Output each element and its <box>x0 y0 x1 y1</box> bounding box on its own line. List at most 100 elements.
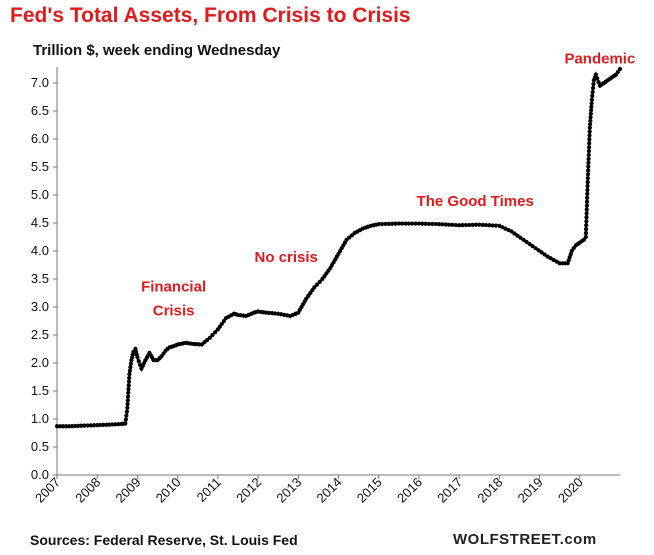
y-tick-label: 0.5 <box>31 439 49 454</box>
data-point-marker <box>588 118 593 123</box>
annotation-label: Pandemic <box>564 50 635 67</box>
y-tick-label: 2.5 <box>31 327 49 342</box>
data-point-marker <box>533 246 538 251</box>
data-point-marker <box>446 222 452 227</box>
data-point-marker <box>126 387 131 392</box>
y-tick-label: 6.5 <box>31 103 49 118</box>
data-point-marker <box>542 252 547 257</box>
data-point-marker <box>586 152 591 158</box>
data-point-marker <box>126 379 132 384</box>
data-point-marker <box>403 221 408 226</box>
data-point-marker <box>585 191 590 196</box>
x-tick-label: 2013 <box>273 475 304 506</box>
data-point-marker <box>410 221 415 226</box>
data-point-marker <box>584 215 589 220</box>
y-tick-label: 5.5 <box>31 159 49 174</box>
data-point-marker <box>72 423 78 429</box>
data-point-marker <box>82 423 87 428</box>
data-point-marker <box>584 219 589 224</box>
axis-ticks: 0.0 0.5 1.0 1.5 2.0 2.5 3.0 3.5 4.0 4.5 5.0 5.5 6.0 6… <box>31 75 586 506</box>
data-point-marker <box>587 129 592 134</box>
data-point-marker <box>585 176 590 181</box>
data-point-marker <box>515 233 520 238</box>
data-point-marker <box>123 417 128 422</box>
data-point-marker <box>110 422 115 427</box>
data-point-marker <box>54 424 60 429</box>
x-tick-label: 2014 <box>314 475 345 506</box>
data-point-marker <box>98 422 103 428</box>
data-point-marker <box>586 148 592 154</box>
x-tick-label: 2018 <box>474 475 505 506</box>
data-point-marker <box>586 164 591 169</box>
source-note: Sources: Federal Reserve, St. Louis Fed <box>30 532 298 548</box>
data-point-marker <box>76 423 81 428</box>
data-point-marker <box>125 398 130 403</box>
data-point-marker <box>60 424 66 429</box>
data-point-marker <box>480 222 485 227</box>
y-tick-label: 3.0 <box>31 299 49 314</box>
x-tick-label: 2019 <box>515 475 546 506</box>
data-point-marker <box>584 211 589 216</box>
data-point-marker <box>66 424 72 429</box>
data-point-marker <box>95 423 100 428</box>
data-point-marker <box>400 221 405 226</box>
data-point-marker <box>376 222 381 227</box>
data-point-marker <box>113 422 118 427</box>
data-point-marker <box>85 423 90 428</box>
data-point-marker <box>383 221 388 227</box>
y-tick-label: 3.5 <box>31 271 49 286</box>
chart-title: Fed's Total Assets, From Crisis to Crisi… <box>10 4 411 27</box>
data-point-marker <box>124 413 129 418</box>
data-point-marker <box>587 137 592 142</box>
watermark: WOLFSTREET.com <box>453 531 597 548</box>
data-point-marker <box>136 359 141 364</box>
data-point-marker <box>586 156 591 161</box>
data-point-marker <box>470 222 475 227</box>
y-tick-label: 0.0 <box>31 467 49 482</box>
data-point-marker <box>591 82 596 87</box>
data-point-marker <box>585 180 590 185</box>
y-tick-label: 7.0 <box>31 75 49 90</box>
data-point-marker <box>596 79 601 85</box>
x-tick-label: 2017 <box>434 475 465 506</box>
data-point-marker <box>585 187 590 193</box>
data-point-marker <box>125 394 131 399</box>
data-point-marker <box>583 230 589 236</box>
data-point-marker <box>127 368 132 373</box>
data-point-marker <box>593 72 598 77</box>
data-point-marker <box>585 195 590 200</box>
data-point-marker <box>509 229 514 234</box>
y-tick-label: 1.0 <box>31 411 49 426</box>
data-point-marker <box>527 241 532 247</box>
data-point-marker <box>433 221 438 227</box>
data-point-marker <box>589 104 594 109</box>
data-point-marker <box>473 222 478 227</box>
data-point-marker <box>413 221 418 226</box>
data-point-marker <box>467 222 472 228</box>
data-point-marker <box>512 231 517 236</box>
data-point-marker <box>487 223 492 228</box>
data-point-marker <box>589 97 594 102</box>
data-point-marker <box>587 141 592 146</box>
data-point-marker <box>590 85 596 91</box>
data-point-marker <box>127 375 132 381</box>
data-point-marker <box>588 111 593 116</box>
data-point-marker <box>126 390 131 395</box>
data-point-marker <box>63 424 69 429</box>
x-tick-label: 2011 <box>194 475 224 505</box>
data-point-marker <box>586 160 591 165</box>
data-point-marker <box>590 93 595 98</box>
data-point-marker <box>314 282 320 287</box>
data-point-marker <box>210 332 215 338</box>
data-point-marker <box>477 222 482 227</box>
data-point-marker <box>443 222 448 227</box>
data-point-marker <box>436 222 442 227</box>
data-point-marker <box>586 168 591 173</box>
data-point-marker <box>267 310 272 315</box>
x-tick-label: 2008 <box>72 475 103 506</box>
data-point-marker <box>530 244 535 249</box>
data-point-marker <box>396 221 401 226</box>
data-point-marker <box>539 250 544 255</box>
chart-subtitle: Trillion $, week ending Wednesday <box>33 42 281 59</box>
y-tick-label: 5.0 <box>31 187 49 202</box>
